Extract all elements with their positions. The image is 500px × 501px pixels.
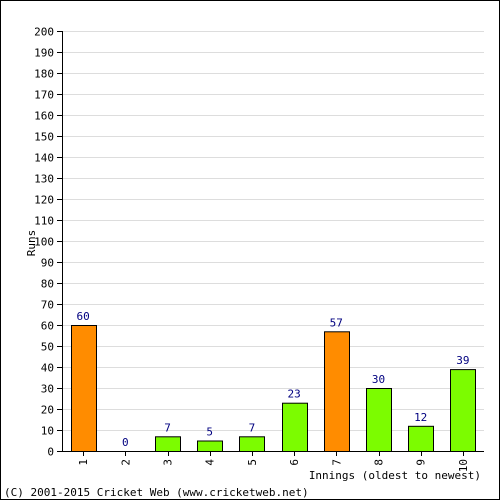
bar-innings-3	[155, 436, 181, 452]
y-axis-title: Runs	[25, 230, 38, 257]
y-tick-label: 80	[41, 278, 54, 291]
data-label-innings-7: 57	[330, 316, 343, 329]
y-tick-label: 180	[34, 68, 54, 81]
y-tick-label: 100	[34, 236, 54, 249]
label-layer: 0102030405060708090100110120130140150160…	[34, 26, 470, 473]
x-tick-label: 5	[246, 459, 259, 466]
y-tick-label: 200	[34, 26, 54, 39]
y-tick-label: 90	[41, 257, 54, 270]
bar-innings-8	[366, 388, 392, 452]
y-tick-label: 140	[34, 152, 54, 165]
bar-innings-10	[450, 369, 476, 453]
data-label-innings-2: 0	[122, 436, 129, 449]
data-label-innings-3: 7	[164, 421, 171, 434]
copyright-text: (C) 2001-2015 Cricket Web (www.cricketwe…	[4, 486, 309, 499]
data-label-innings-10: 39	[456, 354, 469, 367]
y-tick-label: 160	[34, 110, 54, 123]
y-tick-label: 40	[41, 362, 54, 375]
x-tick-label: 8	[373, 459, 386, 466]
axis-layer	[57, 31, 484, 456]
y-tick-label: 190	[34, 47, 54, 60]
x-tick-label: 1	[77, 459, 90, 466]
x-tick-label: 10	[457, 459, 470, 472]
x-tick-label: 3	[162, 459, 175, 466]
y-tick-label: 150	[34, 131, 54, 144]
y-tick-label: 0	[47, 446, 54, 459]
y-tick-label: 110	[34, 215, 54, 228]
y-tick-label: 20	[41, 404, 54, 417]
data-label-innings-9: 12	[414, 411, 427, 424]
x-tick-label: 9	[415, 459, 428, 466]
bar-innings-9	[408, 425, 434, 452]
y-tick-label: 120	[34, 194, 54, 207]
x-tick-label: 2	[119, 459, 132, 466]
data-label-innings-4: 5	[206, 426, 213, 439]
bar-innings-6	[282, 402, 308, 453]
x-tick-label: 4	[204, 459, 217, 466]
y-tick-label: 10	[41, 425, 54, 438]
bar-innings-5	[239, 436, 265, 452]
data-label-innings-8: 30	[372, 373, 385, 386]
bar-innings-4	[197, 440, 223, 452]
grid-layer	[62, 31, 484, 431]
data-label-innings-1: 60	[76, 310, 89, 323]
x-tick-label: 7	[330, 459, 343, 466]
x-tick-label: 6	[288, 459, 301, 466]
x-axis-title: Innings (oldest to newest)	[309, 469, 481, 482]
data-label-innings-5: 7	[249, 421, 256, 434]
y-tick-label: 170	[34, 89, 54, 102]
y-tick-label: 70	[41, 299, 54, 312]
data-label-innings-6: 23	[287, 388, 300, 401]
y-tick-label: 30	[41, 383, 54, 396]
y-tick-label: 50	[41, 341, 54, 354]
bar-innings-7	[324, 331, 350, 452]
bar-layer	[71, 325, 476, 453]
bar-innings-1	[71, 325, 97, 452]
y-tick-label: 60	[41, 320, 54, 333]
y-tick-label: 130	[34, 173, 54, 186]
